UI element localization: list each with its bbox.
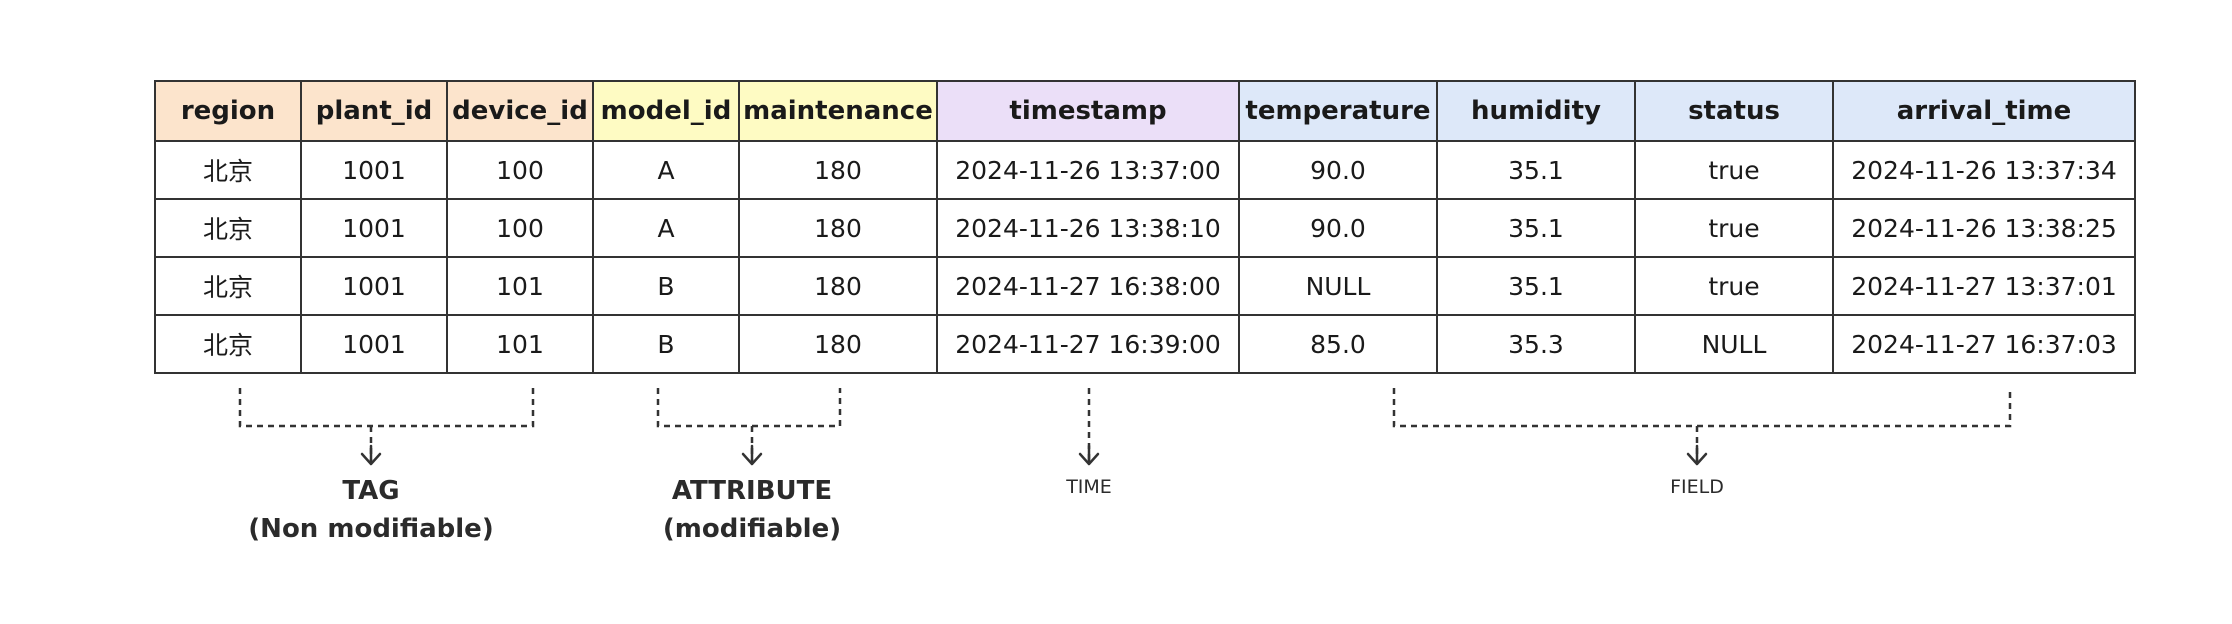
column-header-maintenance: maintenance	[738, 80, 938, 142]
cell-arrival-time: 2024-11-26 13:37:34	[1832, 140, 2136, 200]
cell-humidity: 35.1	[1436, 256, 1636, 316]
column-header-plant-id: plant_id	[300, 80, 448, 142]
column-header-timestamp: timestamp	[936, 80, 1240, 142]
cell-timestamp: 2024-11-27 16:39:00	[936, 314, 1240, 374]
table-row: 北京 1001 101 B 180 2024-11-27 16:38:00 NU…	[154, 256, 2136, 316]
cell-temperature: 85.0	[1238, 314, 1438, 374]
cell-model-id: A	[592, 140, 740, 200]
attribute-label-subtitle: (modifiable)	[662, 514, 842, 544]
cell-model-id: B	[592, 314, 740, 374]
cell-status: true	[1634, 140, 1834, 200]
header-row: region plant_id device_id model_id maint…	[154, 80, 2136, 142]
cell-plant-id: 1001	[300, 314, 448, 374]
tag-bracket	[238, 388, 535, 428]
column-header-status: status	[1634, 80, 1834, 142]
attribute-bracket	[656, 388, 842, 428]
cell-plant-id: 1001	[300, 140, 448, 200]
cell-plant-id: 1001	[300, 256, 448, 316]
time-label: TIME	[1066, 476, 1112, 498]
cell-arrival-time: 2024-11-27 16:37:03	[1832, 314, 2136, 374]
field-label: FIELD	[1670, 476, 1724, 498]
field-arrow-icon	[1686, 444, 1708, 466]
column-header-temperature: temperature	[1238, 80, 1438, 142]
cell-model-id: A	[592, 198, 740, 258]
cell-maintenance: 180	[738, 198, 938, 258]
column-header-device-id: device_id	[446, 80, 594, 142]
field-bracket	[1392, 388, 2012, 428]
time-arrow-icon	[1078, 444, 1100, 466]
cell-device-id: 101	[446, 314, 594, 374]
tag-label-subtitle: (Non modifiable)	[248, 514, 494, 544]
cell-status: true	[1634, 256, 1834, 316]
tag-label-title: TAG	[342, 476, 400, 506]
table-row: 北京 1001 101 B 180 2024-11-27 16:39:00 85…	[154, 314, 2136, 374]
table-row: 北京 1001 100 A 180 2024-11-26 13:37:00 90…	[154, 140, 2136, 200]
tag-arrow-icon	[360, 444, 382, 466]
cell-region: 北京	[154, 140, 302, 200]
cell-region: 北京	[154, 198, 302, 258]
attribute-label: ATTRIBUTE (modifiable)	[602, 472, 902, 548]
cell-timestamp: 2024-11-26 13:37:00	[936, 140, 1240, 200]
column-header-humidity: humidity	[1436, 80, 1636, 142]
cell-humidity: 35.1	[1436, 140, 1636, 200]
cell-status: true	[1634, 198, 1834, 258]
data-table: region plant_id device_id model_id maint…	[154, 80, 2136, 374]
cell-maintenance: 180	[738, 140, 938, 200]
attribute-label-title: ATTRIBUTE	[671, 476, 833, 506]
cell-device-id: 100	[446, 140, 594, 200]
cell-arrival-time: 2024-11-26 13:38:25	[1832, 198, 2136, 258]
cell-timestamp: 2024-11-27 16:38:00	[936, 256, 1240, 316]
cell-humidity: 35.1	[1436, 198, 1636, 258]
column-header-arrival-time: arrival_time	[1832, 80, 2136, 142]
cell-humidity: 35.3	[1436, 314, 1636, 374]
cell-maintenance: 180	[738, 314, 938, 374]
cell-region: 北京	[154, 314, 302, 374]
table-row: 北京 1001 100 A 180 2024-11-26 13:38:10 90…	[154, 198, 2136, 258]
cell-maintenance: 180	[738, 256, 938, 316]
cell-status: NULL	[1634, 314, 1834, 374]
cell-timestamp: 2024-11-26 13:38:10	[936, 198, 1240, 258]
cell-model-id: B	[592, 256, 740, 316]
column-header-region: region	[154, 80, 302, 142]
cell-plant-id: 1001	[300, 198, 448, 258]
cell-device-id: 101	[446, 256, 594, 316]
cell-device-id: 100	[446, 198, 594, 258]
cell-temperature: 90.0	[1238, 140, 1438, 200]
column-header-model-id: model_id	[592, 80, 740, 142]
attribute-arrow-icon	[741, 444, 763, 466]
cell-temperature: NULL	[1238, 256, 1438, 316]
cell-arrival-time: 2024-11-27 13:37:01	[1832, 256, 2136, 316]
tag-label: TAG (Non modifiable)	[221, 472, 521, 548]
cell-temperature: 90.0	[1238, 198, 1438, 258]
cell-region: 北京	[154, 256, 302, 316]
